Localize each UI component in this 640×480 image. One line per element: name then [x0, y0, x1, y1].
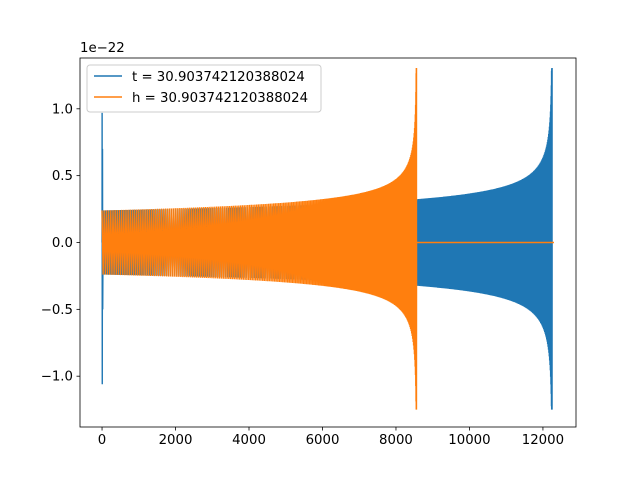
y-tick-label: −0.5: [41, 303, 73, 318]
x-tick-label: 8000: [379, 433, 413, 448]
series-line-h: [101, 68, 554, 410]
plot-area: [101, 68, 554, 410]
legend: t = 30.903742120388024 h = 30.9037421203…: [86, 64, 322, 113]
legend-box: [86, 64, 322, 113]
x-tick-label: 0: [98, 433, 106, 448]
y-tick-label: 0.0: [52, 236, 73, 251]
x-tick-label: 6000: [306, 433, 340, 448]
y-axis: −1.0 −0.5 0.0 0.5 1.0: [41, 102, 80, 385]
y-tick-label: 0.5: [52, 169, 73, 184]
y-tick-label: −1.0: [41, 370, 73, 385]
y-tick-label: 1.0: [52, 102, 73, 117]
x-tick-label: 12000: [522, 433, 564, 448]
x-tick-label: 2000: [159, 433, 193, 448]
legend-label-t: t = 30.903742120388024: [132, 70, 305, 85]
y-offset-label: 1e−22: [80, 41, 125, 56]
x-tick-label: 4000: [232, 433, 266, 448]
x-tick-label: 10000: [448, 433, 490, 448]
x-axis: 0 2000 4000 6000 8000 10000 12000: [98, 427, 564, 448]
legend-label-h: h = 30.903742120388024: [132, 91, 308, 106]
